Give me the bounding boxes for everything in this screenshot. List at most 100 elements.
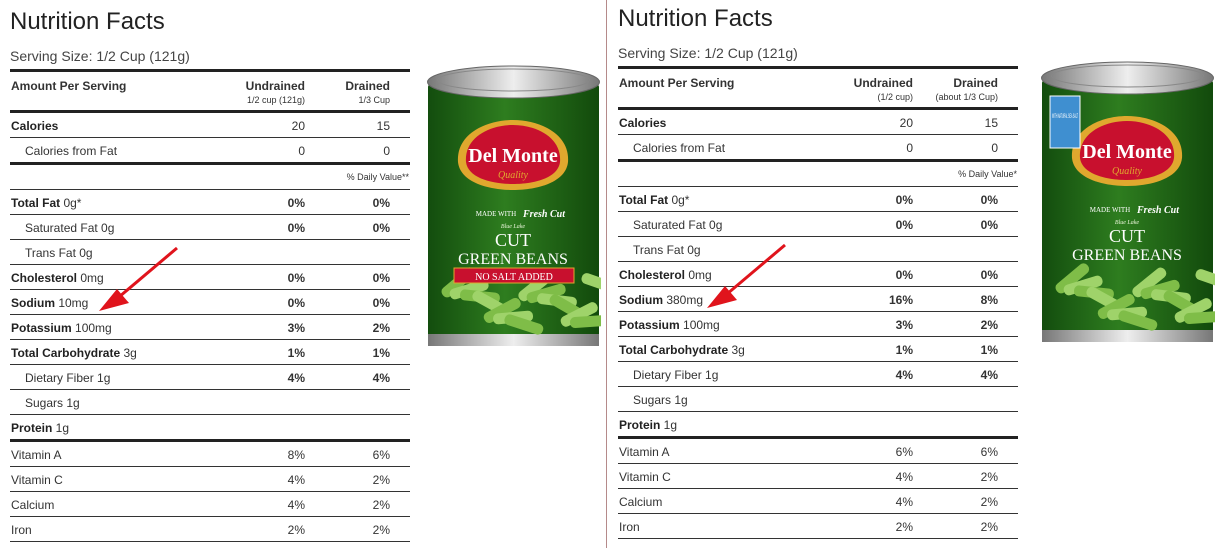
drained-value: 0: [383, 144, 390, 158]
drained-value: 2%: [980, 520, 998, 534]
nutrient-label: Dietary Fiber 1g: [633, 368, 719, 382]
drained-value: 2%: [372, 321, 390, 335]
daily-value-note-row: % Daily Value*: [618, 162, 1018, 187]
drained-value: 0%: [372, 221, 390, 235]
drained-value: 2%: [372, 498, 390, 512]
nutrient-label: Sodium 10mg: [11, 296, 89, 310]
nutrient-label: Potassium 100mg: [11, 321, 112, 335]
green-bean: [1055, 263, 1090, 294]
undrained-value: 6%: [895, 445, 913, 459]
undrained-value: 0: [298, 144, 305, 158]
drained-value: 15: [984, 116, 998, 130]
table-row: Sugars 1g: [618, 387, 1018, 412]
table-row: Sodium 380mg 16% 8%: [618, 287, 1018, 312]
drained-column-header: Drained 1/3 Cup: [345, 79, 390, 105]
drained-value: 0%: [980, 193, 998, 207]
drained-value: 0%: [372, 196, 390, 210]
undrained-value: 4%: [287, 371, 305, 385]
green-bean: [526, 283, 566, 304]
undrained-value: 4%: [287, 473, 305, 487]
table-row: Total Fat 0g* 0% 0%: [10, 190, 410, 215]
undrained-column-header: Undrained 1/2 cup (121g): [245, 79, 305, 105]
table-row: Calories from Fat 0 0: [618, 135, 1018, 162]
table-row: Cholesterol 0mg 0% 0%: [10, 265, 410, 290]
green-bean: [560, 302, 598, 327]
table-row: Potassium 100mg 3% 2%: [10, 315, 410, 340]
product-name-line2: GREEN BEANS: [1072, 247, 1182, 264]
table-row: Vitamin A 8% 6%: [10, 442, 410, 467]
drained-value: 15: [376, 119, 390, 133]
undrained-value: 1%: [287, 346, 305, 360]
nutrient-label: Iron: [11, 523, 32, 537]
quality-label: Quality: [1112, 166, 1143, 177]
amount-per-serving-label: Amount Per Serving: [11, 79, 127, 93]
undrained-value: 3%: [895, 318, 913, 332]
drained-value: 0%: [372, 271, 390, 285]
table-row: Iron 2% 2%: [618, 514, 1018, 539]
drained-value: 2%: [980, 495, 998, 509]
drained-value: 2%: [372, 523, 390, 537]
table-row: Calories 20 15: [10, 113, 410, 138]
table-row: Cholesterol 0mg 0% 0%: [618, 262, 1018, 287]
can-lid: [427, 65, 600, 99]
nutrient-label: Calories: [11, 119, 59, 133]
sea-salt-badge: [1049, 95, 1081, 149]
made-with-label: MADE WITH: [1090, 206, 1131, 214]
nutrient-label: Sugars 1g: [633, 393, 688, 407]
undrained-value: 0%: [895, 218, 913, 232]
blue-lake-label: Blue Lake: [1115, 220, 1139, 226]
fresh-cut-label: Fresh Cut: [522, 209, 566, 220]
green-bean: [1132, 267, 1167, 298]
nutrient-label: Total Fat 0g*: [619, 193, 690, 207]
green-bean: [1097, 293, 1135, 319]
nutrient-label: Protein 1g: [11, 421, 70, 435]
table-row: Trans Fat 0g: [618, 237, 1018, 262]
table-row: Saturated Fat 0g 0% 0%: [618, 212, 1018, 237]
undrained-value: 1%: [895, 343, 913, 357]
drained-value: 0%: [980, 218, 998, 232]
nutrient-label: Vitamin A: [11, 448, 62, 462]
green-bean: [449, 279, 489, 300]
table-row: Calories from Fat 0 0: [10, 138, 410, 165]
fresh-cut-label: Fresh Cut: [1136, 205, 1180, 216]
undrained-value: 4%: [895, 495, 913, 509]
nutrient-label: Calcium: [619, 495, 663, 509]
panel-no-salt-added: Nutrition Facts Serving Size: 1/2 Cup (1…: [0, 0, 606, 556]
undrained-value: 0%: [287, 271, 305, 285]
table-row: Vitamin A 6% 6%: [618, 439, 1018, 464]
nutrient-label: Calories from Fat: [25, 144, 118, 158]
table-row: Dietary Fiber 1g 4% 4%: [10, 365, 410, 390]
undrained-value: 4%: [895, 470, 913, 484]
table-row: Total Carbohydrate 3g 1% 1%: [10, 340, 410, 365]
drained-value: 4%: [980, 368, 998, 382]
undrained-value: 20: [899, 116, 913, 130]
undrained-value: 20: [291, 119, 305, 133]
nutrient-label: Total Carbohydrate 3g: [619, 343, 745, 357]
nutrient-label: Calcium: [11, 498, 55, 512]
undrained-value: 0%: [895, 193, 913, 207]
nutrient-label: Calories from Fat: [633, 141, 726, 155]
undrained-value: 0%: [287, 196, 305, 210]
table-row: Total Fat 0g* 0% 0%: [618, 187, 1018, 212]
brand-name: Del Monte: [1082, 141, 1172, 163]
brand-name: Del Monte: [468, 145, 558, 167]
nutrient-label: Total Carbohydrate 3g: [11, 346, 137, 360]
undrained-value: 3%: [287, 321, 305, 335]
daily-value-note: % Daily Value*: [958, 169, 1017, 179]
product-name-line1: CUT: [495, 230, 531, 250]
table-header: Amount Per Serving Undrained (1/2 cup) Dr…: [618, 69, 1018, 110]
drained-value: 0: [991, 141, 998, 155]
drained-value: 2%: [372, 473, 390, 487]
table-row: Trans Fat 0g: [10, 240, 410, 265]
panel-with-sea-salt: Nutrition Facts Serving Size: 1/2 Cup (1…: [608, 0, 1224, 556]
green-bean: [1063, 275, 1103, 296]
undrained-value: 0%: [287, 221, 305, 235]
undrained-value: 0%: [895, 268, 913, 282]
drained-value: 2%: [980, 318, 998, 332]
nutrient-label: Cholesterol 0mg: [619, 268, 712, 282]
nutrient-label: Total Fat 0g*: [11, 196, 82, 210]
green-bean: [581, 273, 601, 294]
made-with-label: MADE WITH: [476, 210, 517, 218]
nutrient-label: Dietary Fiber 1g: [25, 371, 111, 385]
drained-value: 1%: [980, 343, 998, 357]
